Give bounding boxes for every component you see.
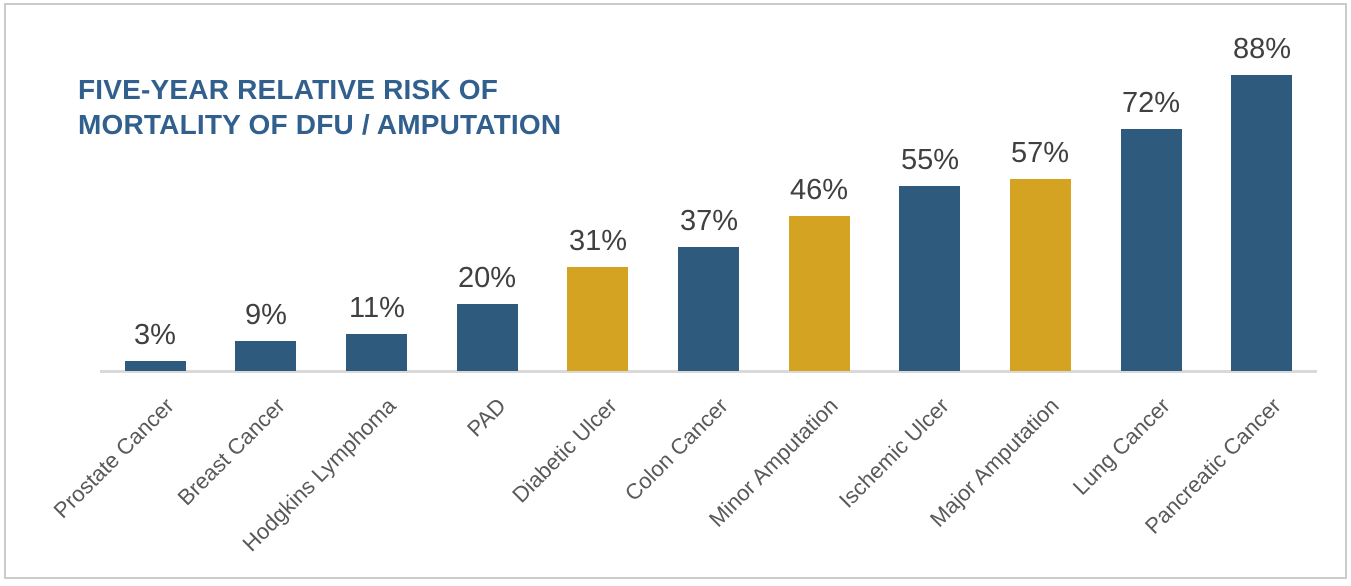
bar-value-label: 11% (349, 292, 405, 324)
category-label: Ischemic Ulcer (833, 393, 954, 513)
bar-value-label: 46% (789, 174, 849, 206)
bar-prostate-cancer (125, 361, 186, 371)
bar-pancreatic-cancer (1231, 75, 1292, 371)
category-label: Breast Cancer (172, 393, 290, 511)
category-label: Minor Amputation (703, 393, 843, 532)
bar-value-label: 31% (568, 225, 628, 257)
bar-ischemic-ulcer (899, 186, 960, 371)
bar-value-label: 3% (134, 319, 176, 351)
bar-value-label: 55% (900, 144, 960, 176)
chart-title-line-1: FIVE-YEAR RELATIVE RISK OF (78, 74, 499, 105)
category-label: Pancreatic Cancer (1140, 393, 1286, 539)
bar-value-label: 9% (245, 299, 287, 331)
bar-colon-cancer (678, 247, 739, 371)
bar-diabetic-ulcer (567, 267, 628, 371)
category-label: Major Amputation (924, 393, 1064, 532)
chart-title-line-2: MORTALITY OF DFU / AMPUTATION (78, 109, 562, 140)
bar-major-amputation (1010, 179, 1071, 371)
category-label: Lung Cancer (1067, 393, 1175, 500)
chart-title: FIVE-YEAR RELATIVE RISK OF MORTALITY OF … (78, 72, 638, 142)
bar-value-label: 37% (679, 205, 739, 237)
bar-minor-amputation (789, 216, 850, 371)
category-label: PAD (462, 393, 511, 442)
bar-value-label: 20% (457, 262, 517, 294)
category-label: Colon Cancer (619, 393, 733, 506)
category-label: Prostate Cancer (48, 393, 179, 524)
bar-value-label: 72% (1121, 87, 1181, 119)
bar-hodgkins-lymphoma (346, 334, 407, 371)
x-axis-line (100, 370, 1317, 373)
bar-pad (457, 304, 518, 371)
bar-value-label: 88% (1232, 33, 1292, 65)
bar-breast-cancer (235, 341, 296, 371)
bar-lung-cancer (1121, 129, 1182, 371)
category-label: Diabetic Ulcer (507, 393, 622, 508)
category-label: Hodgkins Lymphoma (237, 393, 401, 557)
bar-value-label: 57% (1010, 137, 1070, 169)
